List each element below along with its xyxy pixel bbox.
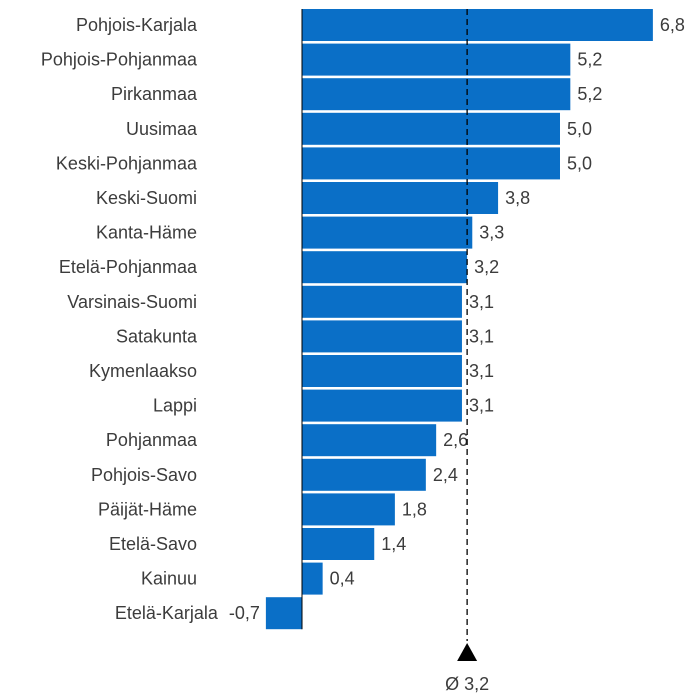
category-label-7: Etelä-Pohjanmaa xyxy=(59,257,198,277)
category-label-0: Pohjois-Karjala xyxy=(76,15,198,35)
value-label-17: -0,7 xyxy=(229,603,260,623)
value-label-13: 2,4 xyxy=(433,465,458,485)
category-label-15: Etelä-Savo xyxy=(109,534,197,554)
labels-layer: Pohjois-Karjala 6,8 Pohjois-Pohjanmaa 5,2 Pi… xyxy=(41,15,685,623)
bar-6 xyxy=(302,216,473,249)
value-label-2: 5,2 xyxy=(577,84,602,104)
bars-layer xyxy=(265,9,653,630)
category-label-16: Kainuu xyxy=(141,569,197,589)
bar-4 xyxy=(302,147,560,180)
value-label-11: 3,1 xyxy=(469,396,494,416)
value-label-9: 3,1 xyxy=(469,326,494,346)
value-label-4: 5,0 xyxy=(567,153,592,173)
value-label-0: 6,8 xyxy=(660,15,685,35)
value-label-7: 3,2 xyxy=(474,257,499,277)
category-label-9: Satakunta xyxy=(116,326,198,346)
value-label-3: 5,0 xyxy=(567,119,592,139)
average-label: Ø 3,2 xyxy=(445,674,489,694)
bar-14 xyxy=(302,493,395,526)
value-label-15: 1,4 xyxy=(381,534,406,554)
value-label-1: 5,2 xyxy=(577,50,602,70)
bar-15 xyxy=(302,528,375,560)
category-label-2: Pirkanmaa xyxy=(111,84,198,104)
bar-10 xyxy=(302,355,462,387)
bar-0 xyxy=(302,9,653,41)
value-label-10: 3,1 xyxy=(469,361,494,381)
value-label-8: 3,1 xyxy=(469,292,494,312)
bar-5 xyxy=(302,182,499,214)
bar-16 xyxy=(302,562,323,595)
category-label-5: Keski-Suomi xyxy=(96,188,197,208)
category-label-12: Pohjanmaa xyxy=(106,430,198,450)
category-label-13: Pohjois-Savo xyxy=(91,465,197,485)
average-marker-icon xyxy=(457,643,478,661)
category-label-10: Kymenlaakso xyxy=(89,361,197,381)
category-label-3: Uusimaa xyxy=(126,119,198,139)
bar-12 xyxy=(302,424,437,457)
bar-1 xyxy=(302,43,571,76)
bar-7 xyxy=(302,251,468,284)
value-label-14: 1,8 xyxy=(402,499,427,519)
value-label-16: 0,4 xyxy=(330,569,355,589)
bar-11 xyxy=(302,389,462,422)
category-label-8: Varsinais-Suomi xyxy=(67,292,197,312)
value-label-12: 2,6 xyxy=(443,430,468,450)
category-label-4: Keski-Pohjanmaa xyxy=(56,153,198,173)
category-label-14: Päijät-Häme xyxy=(98,499,197,519)
bar-8 xyxy=(302,285,462,318)
category-label-17: Etelä-Karjala xyxy=(115,603,219,623)
value-label-6: 3,3 xyxy=(479,223,504,243)
bar-9 xyxy=(302,320,462,353)
bar-2 xyxy=(302,78,571,111)
bar-13 xyxy=(302,458,426,491)
value-label-5: 3,8 xyxy=(505,188,530,208)
category-label-11: Lappi xyxy=(153,396,197,416)
category-label-1: Pohjois-Pohjanmaa xyxy=(41,50,198,70)
bar-17 xyxy=(265,597,302,630)
category-label-6: Kanta-Häme xyxy=(96,223,197,243)
bar-3 xyxy=(302,112,560,145)
